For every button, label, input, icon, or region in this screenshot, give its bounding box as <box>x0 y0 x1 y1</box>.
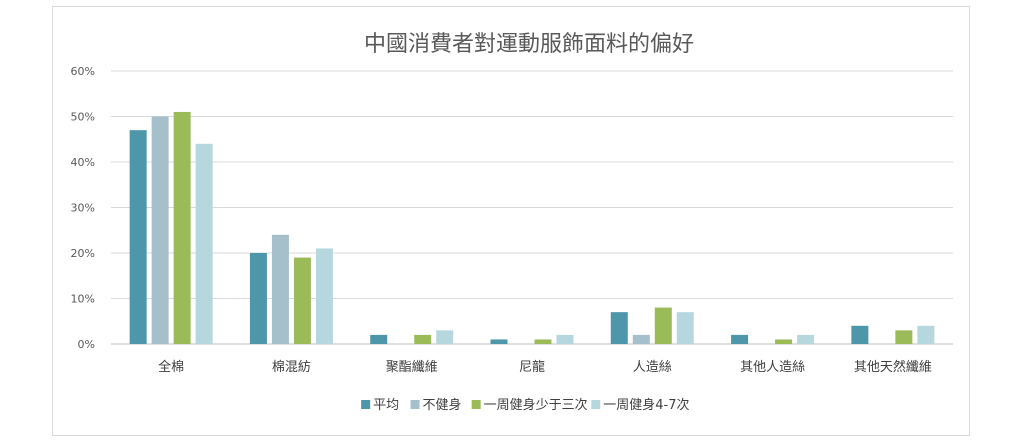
bar <box>249 253 267 344</box>
legend-swatch <box>471 400 481 409</box>
bar <box>293 257 311 344</box>
bar <box>173 111 191 344</box>
bar <box>436 330 454 344</box>
y-tick-label: 40% <box>71 156 95 169</box>
bar <box>151 116 169 344</box>
x-category-label: 人造絲 <box>633 360 672 375</box>
legend-swatch <box>591 400 601 409</box>
legend-item: 一周健身4-7次 <box>591 397 689 413</box>
x-category-label: 全棉 <box>158 359 184 375</box>
x-axis-labels: 全棉 棉混紡 聚酯纖維 尼龍 人造絲 其他人造絲 其他天然纖維 <box>158 359 932 375</box>
chart-title: 中國消費者對運動服飾面料的偏好 <box>364 32 694 57</box>
legend-label: 一周健身少于三次 <box>484 397 588 413</box>
legend-item: 不健身 <box>410 397 462 413</box>
x-category-label: 棉混紡 <box>272 360 311 375</box>
bar <box>414 334 432 344</box>
bars <box>129 111 935 344</box>
bar <box>917 325 935 344</box>
bar <box>195 143 213 344</box>
bar <box>129 130 147 344</box>
x-category-label: 聚酯纖維 <box>386 360 438 375</box>
legend-swatch <box>410 400 420 409</box>
x-category-label: 尼龍 <box>519 359 545 375</box>
y-tick-label: 30% <box>71 202 95 215</box>
y-tick-label: 0% <box>78 338 95 351</box>
chart-svg: 中國消費者對運動服飾面料的偏好 0% 10% 20% 30% 40% 50% 60% 全棉 棉… <box>71 32 953 413</box>
x-category-label: 其他天然纖維 <box>854 359 932 375</box>
bar <box>654 307 672 344</box>
bar <box>490 339 508 344</box>
bar <box>895 330 913 344</box>
legend-swatch <box>361 400 371 409</box>
y-tick-label: 10% <box>71 293 95 306</box>
legend-label: 不健身 <box>423 397 462 413</box>
legend-item: 一周健身少于三次 <box>471 397 588 413</box>
y-tick-label: 60% <box>71 65 95 78</box>
bar <box>797 334 815 344</box>
bar <box>315 248 333 344</box>
bar <box>271 234 289 344</box>
x-category-label: 其他人造絲 <box>740 360 805 375</box>
legend-item: 平均 <box>361 398 399 413</box>
bar <box>851 325 869 344</box>
y-tick-label: 50% <box>71 111 95 124</box>
bar <box>731 334 749 344</box>
bar <box>610 312 628 344</box>
legend: 平均 不健身 一周健身少于三次 一周健身4-7次 <box>361 397 689 413</box>
chart-frame: 中國消費者對運動服飾面料的偏好 0% 10% 20% 30% 40% 50% 60% 全棉 棉… <box>52 6 970 436</box>
legend-label: 一周健身4-7次 <box>603 397 689 413</box>
bar <box>534 339 552 344</box>
bar <box>556 334 574 344</box>
bar <box>775 339 793 344</box>
gridlines <box>111 70 953 345</box>
bar <box>632 334 650 344</box>
bar <box>370 334 388 344</box>
bar <box>676 312 694 344</box>
y-axis-ticks: 0% 10% 20% 30% 40% 50% 60% <box>71 65 95 351</box>
y-tick-label: 20% <box>71 247 95 260</box>
legend-label: 平均 <box>373 398 399 413</box>
